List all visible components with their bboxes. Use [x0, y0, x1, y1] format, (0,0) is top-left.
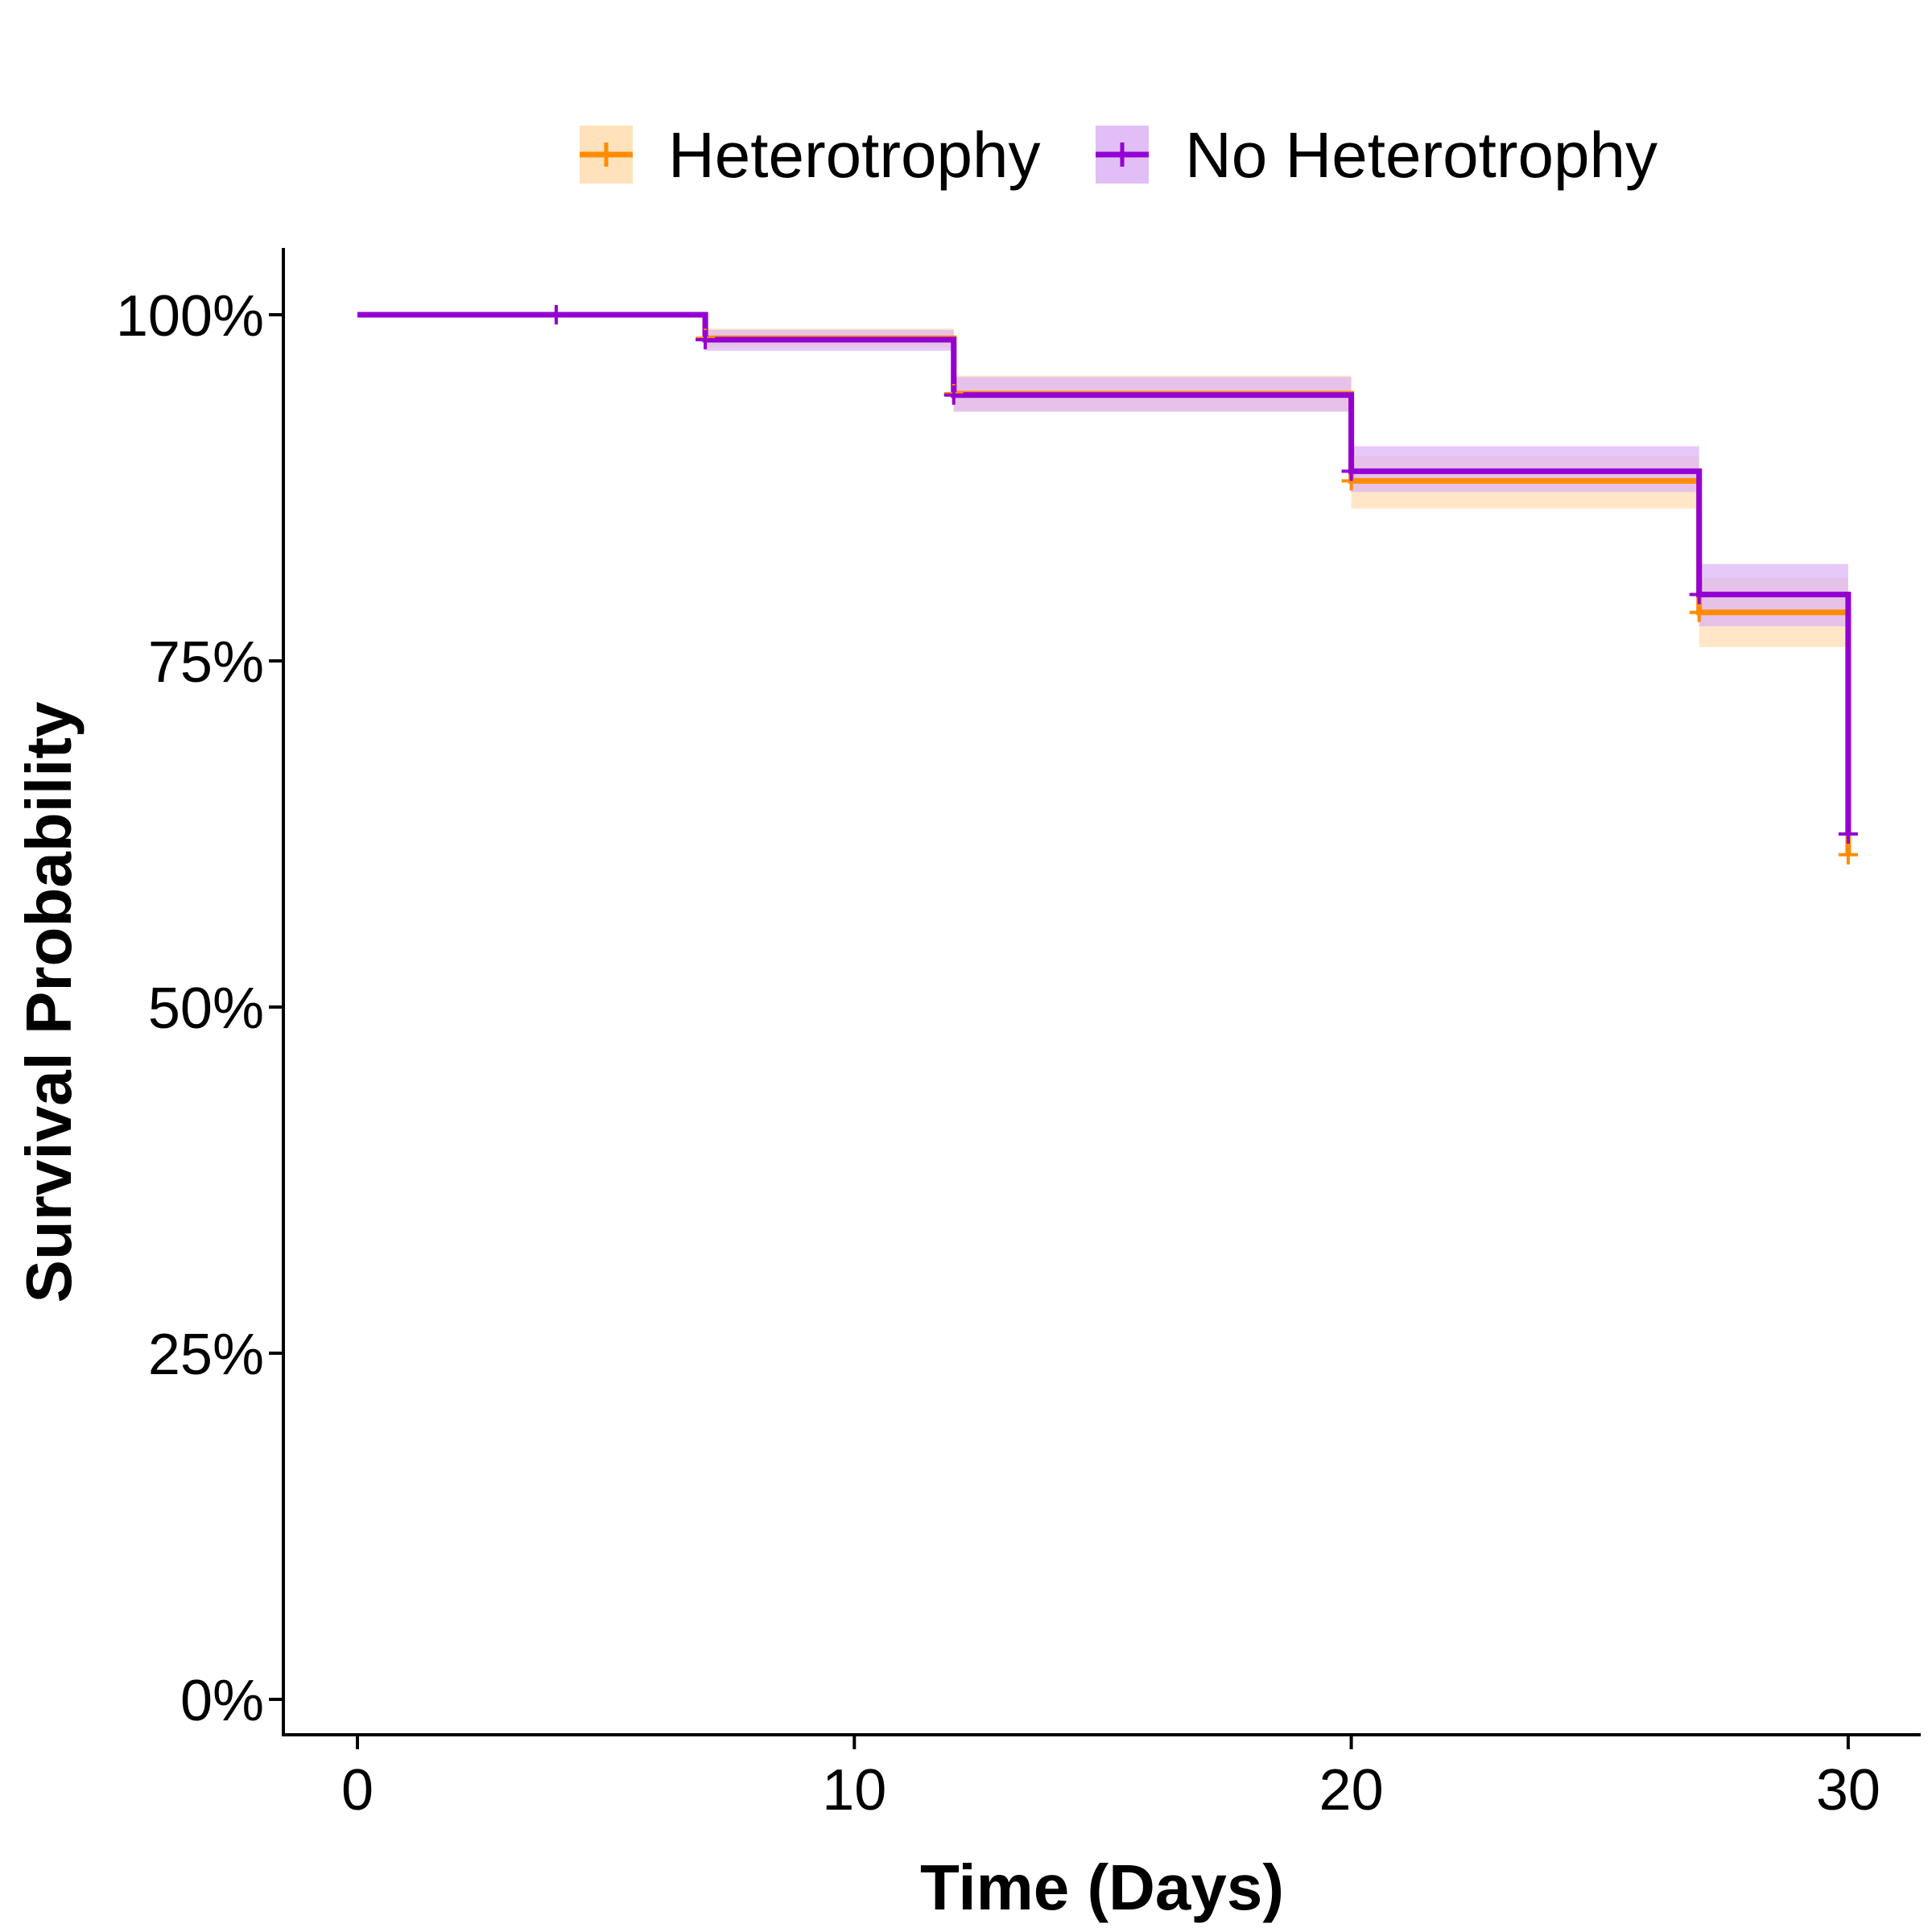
legend-label-heterotrophy: Heterotrophy: [668, 119, 1040, 191]
y-ticks: 0% 25% 50% 75% 100%: [116, 284, 283, 1733]
legend-label-no-heterotrophy: No Heterotrophy: [1185, 119, 1657, 191]
legend: Heterotrophy No Heterotrophy: [580, 119, 1657, 191]
x-tick-label: 20: [1319, 1758, 1384, 1823]
x-tick-label: 10: [822, 1758, 886, 1823]
y-tick-label: 25%: [148, 1323, 264, 1387]
y-tick-label: 100%: [116, 284, 264, 349]
axes: 0 10 20 30 0% 25% 50% 75% 100%: [116, 248, 1921, 1823]
legend-item-heterotrophy: Heterotrophy: [580, 119, 1040, 191]
y-tick-label: 50%: [148, 976, 264, 1041]
x-tick-label: 30: [1816, 1758, 1880, 1823]
censor-mark-heterotrophy: [1838, 844, 1858, 865]
censor-mark-heterotrophy: [1689, 602, 1709, 622]
censor-mark-no-heterotrophy: [1689, 584, 1709, 605]
y-axis-title: Survival Probability: [13, 701, 85, 1302]
censor-mark-no-heterotrophy: [1341, 461, 1361, 481]
x-axis-title: Time (Days): [920, 1852, 1284, 1923]
censor-mark-no-heterotrophy: [546, 305, 566, 324]
y-tick-label: 75%: [148, 630, 264, 695]
y-tick-label: 0%: [180, 1669, 264, 1733]
survival-line-no-heterotrophy: [357, 312, 1852, 834]
censor-mark-no-heterotrophy: [1838, 824, 1858, 844]
censor-mark-no-heterotrophy: [943, 385, 964, 405]
x-tick-label: 0: [341, 1758, 374, 1823]
legend-item-no-heterotrophy: No Heterotrophy: [1096, 119, 1657, 191]
x-ticks: 0 10 20 30: [341, 1735, 1880, 1823]
plot-area: [357, 305, 1858, 865]
censor-mark-no-heterotrophy: [696, 329, 716, 349]
